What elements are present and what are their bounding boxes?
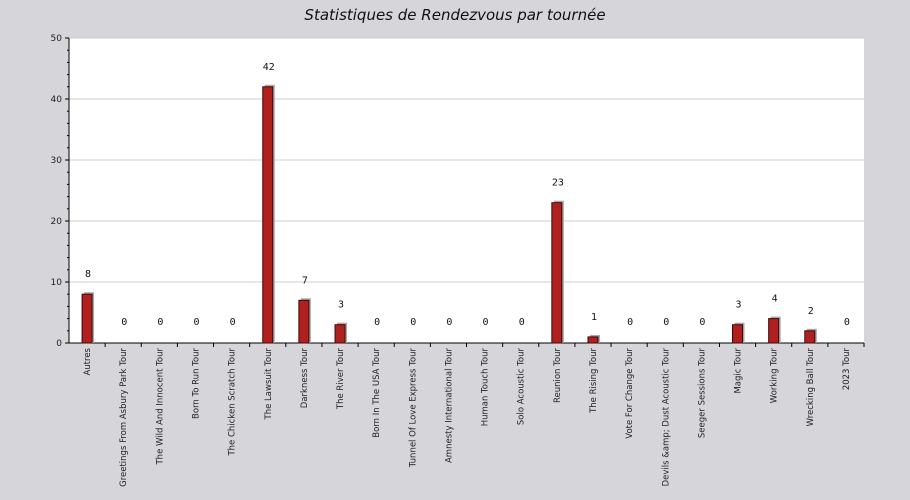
y-tick-label: 10 bbox=[51, 278, 63, 288]
category-label: Autres bbox=[83, 347, 93, 375]
y-tick-label: 0 bbox=[56, 339, 62, 349]
bar bbox=[262, 86, 274, 344]
category-label: 2023 Tour bbox=[842, 348, 852, 391]
data-label: 0 bbox=[483, 317, 489, 328]
bar bbox=[81, 293, 93, 344]
data-label: 0 bbox=[519, 317, 525, 328]
category-label: Darkness Tour bbox=[300, 348, 310, 409]
category-label: The River Tour bbox=[336, 348, 346, 411]
category-label: Solo Acoustic Tour bbox=[517, 348, 527, 426]
bar bbox=[298, 299, 310, 344]
category-label: Magic Tour bbox=[734, 348, 744, 394]
category-label: The Chicken Scratch Tour bbox=[228, 348, 238, 457]
bar bbox=[804, 330, 816, 344]
bar bbox=[334, 324, 346, 344]
bar bbox=[768, 318, 780, 344]
category-label: Human Touch Tour bbox=[481, 348, 491, 427]
category-label: Born In The USA Tour bbox=[372, 348, 382, 438]
data-label: 23 bbox=[552, 178, 564, 189]
data-label: 0 bbox=[193, 317, 199, 328]
category-label: Born To Run Tour bbox=[191, 348, 201, 419]
data-label: 4 bbox=[772, 294, 778, 305]
bar bbox=[551, 202, 563, 344]
y-tick-label: 50 bbox=[51, 34, 63, 44]
category-label: The Wild And Innocent Tour bbox=[155, 348, 165, 466]
data-label: 3 bbox=[338, 300, 344, 311]
bar bbox=[732, 324, 744, 344]
data-label: 0 bbox=[374, 317, 380, 328]
data-label: 1 bbox=[591, 312, 597, 323]
bar bbox=[587, 336, 599, 344]
data-label: 0 bbox=[230, 317, 236, 328]
y-tick-label: 30 bbox=[51, 156, 63, 166]
category-label: Amnesty International Tour bbox=[444, 348, 454, 463]
data-label: 8 bbox=[85, 269, 91, 280]
category-label: The Rising Tour bbox=[589, 348, 599, 414]
category-label: Reunion Tour bbox=[553, 348, 563, 404]
category-label: Working Tour bbox=[770, 347, 780, 403]
data-label: 0 bbox=[157, 317, 163, 328]
data-label: 0 bbox=[446, 317, 452, 328]
plot-area bbox=[69, 38, 864, 343]
data-label: 0 bbox=[627, 317, 633, 328]
data-label: 2 bbox=[808, 306, 814, 317]
category-label: Greetings From Asbury Park Tour bbox=[119, 348, 129, 487]
data-label: 42 bbox=[263, 62, 275, 73]
data-label: 7 bbox=[302, 275, 308, 286]
chart-title: Statistiques de Rendezvous par tournée bbox=[304, 6, 606, 24]
y-tick-label: 20 bbox=[51, 217, 63, 227]
category-label: Vote For Change Tour bbox=[625, 348, 635, 439]
data-label: 0 bbox=[121, 317, 127, 328]
y-tick-label: 40 bbox=[51, 95, 63, 105]
category-label: Wrecking Ball Tour bbox=[806, 348, 816, 427]
data-label: 0 bbox=[410, 317, 416, 328]
category-label: The Lawsuit Tour bbox=[264, 347, 274, 420]
category-label: Tunnel Of Love Express Tour bbox=[408, 348, 418, 469]
category-label: Devils &amp; Dust Acoustic Tour bbox=[661, 347, 671, 486]
data-label: 0 bbox=[699, 317, 705, 328]
data-label: 3 bbox=[736, 300, 742, 311]
category-label: Seeger Sessions Tour bbox=[697, 348, 707, 439]
data-label: 0 bbox=[844, 317, 850, 328]
data-label: 0 bbox=[663, 317, 669, 328]
